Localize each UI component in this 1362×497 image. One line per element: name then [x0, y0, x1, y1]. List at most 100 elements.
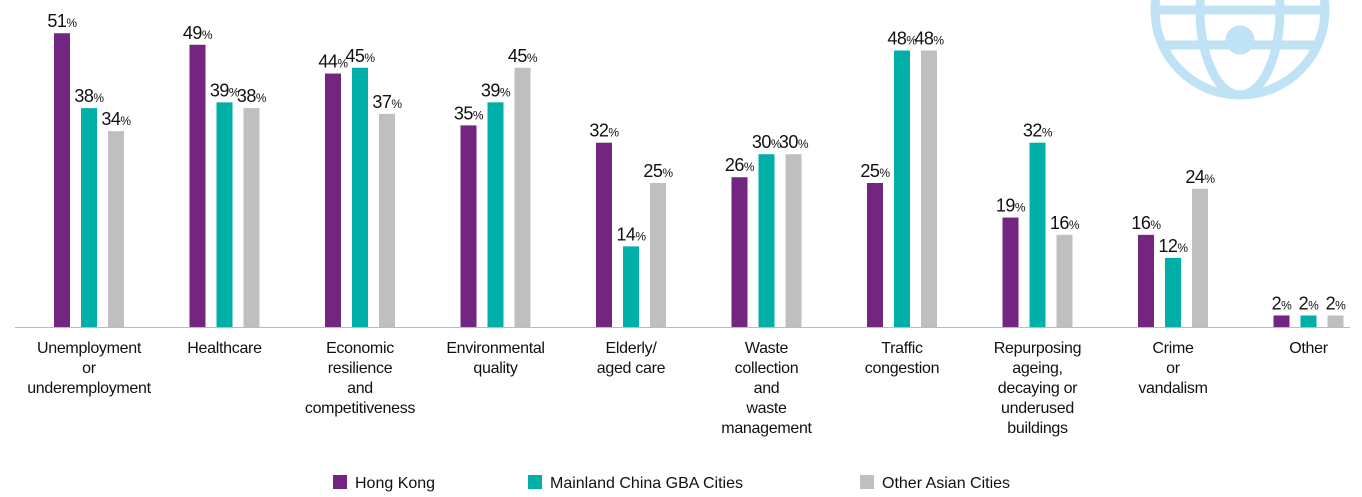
value-unit: % [1042, 126, 1053, 140]
bar [867, 183, 883, 327]
value-number: 39 [481, 80, 501, 100]
legend-label: Hong Kong [355, 475, 435, 492]
value-label: 49% [183, 23, 213, 43]
value-unit: % [1335, 298, 1346, 312]
value-unit: % [66, 16, 77, 30]
x-tick-label: Repurposing ageing, decaying or underused bu… [994, 340, 1081, 437]
value-label: 45% [345, 46, 375, 66]
value-label: 45% [508, 46, 538, 66]
bar [596, 142, 612, 327]
x-tick-line: Healthcare [187, 340, 262, 357]
x-tick-line: quality [473, 360, 517, 377]
value-number: 45 [508, 46, 528, 66]
x-tick-line: Repurposing [994, 340, 1081, 357]
x-tick-line: underused [1001, 400, 1074, 417]
value-number: 26 [725, 155, 745, 175]
value-unit: % [391, 97, 402, 111]
value-unit: % [906, 34, 917, 48]
value-label: 39% [210, 80, 240, 100]
value-unit: % [1204, 172, 1215, 186]
x-tick-label: Unemployment or underemployment [27, 340, 151, 397]
x-tick-line: or [1166, 360, 1181, 377]
bar [1273, 315, 1290, 327]
value-number: 48 [914, 29, 934, 49]
x-tick-line: collection [735, 360, 799, 377]
value-unit: % [337, 57, 348, 71]
value-unit: % [1177, 241, 1188, 255]
value-number: 44 [318, 52, 338, 72]
value-number: 30 [779, 132, 799, 152]
value-label: 14% [616, 224, 646, 244]
x-tick-line: management [721, 420, 812, 437]
x-tick-line: Elderly/ [606, 340, 658, 357]
bar [785, 154, 802, 327]
value-label: 39% [481, 80, 511, 100]
legend-swatch [333, 475, 347, 489]
value-number: 38 [237, 86, 257, 106]
value-label: 48% [914, 29, 944, 49]
value-number: 2 [1272, 293, 1282, 313]
value-unit: % [798, 137, 809, 151]
value-label: 2% [1326, 293, 1347, 313]
bar [921, 50, 937, 328]
value-label: 19% [996, 196, 1026, 216]
value-unit: % [635, 229, 646, 243]
value-label: 48% [887, 29, 917, 49]
value-unit: % [93, 91, 104, 105]
x-tick-line: underemployment [27, 380, 151, 397]
value-number: 24 [1185, 167, 1205, 187]
value-number: 48 [887, 29, 907, 49]
value-unit: % [879, 166, 890, 180]
x-tick-line: aged care [597, 360, 666, 377]
value-unit: % [473, 108, 484, 122]
bar [1327, 315, 1344, 327]
bar [1029, 142, 1046, 327]
value-label: 32% [589, 121, 619, 141]
legend-swatch [528, 475, 542, 489]
value-unit: % [527, 51, 538, 65]
value-unit: % [1150, 218, 1161, 232]
x-tick-line: Traffic [881, 340, 923, 357]
x-tick-label: Other [1289, 340, 1328, 357]
value-label: 25% [643, 161, 673, 181]
value-unit: % [120, 114, 131, 128]
value-label: 44% [318, 52, 348, 72]
value-number: 19 [996, 196, 1016, 216]
value-number: 14 [616, 224, 636, 244]
bar [352, 67, 368, 328]
value-unit: % [662, 166, 673, 180]
bar [623, 246, 639, 327]
value-number: 49 [183, 23, 203, 43]
value-label: 24% [1185, 167, 1215, 187]
value-label: 16% [1050, 213, 1080, 233]
value-label: 35% [454, 103, 484, 123]
x-tick-line: and [347, 380, 373, 397]
bar [1192, 188, 1208, 327]
x-tick-line: Unemployment [37, 340, 142, 357]
value-number: 12 [1158, 236, 1178, 256]
bar [81, 108, 97, 328]
x-tick-line: waste [745, 400, 787, 417]
bar [216, 102, 233, 327]
x-tick-label: Elderly/aged care [597, 340, 666, 377]
globe-logo [1150, 0, 1330, 100]
value-label: 25% [860, 161, 890, 181]
x-tick-label: Traffic congestion [865, 340, 939, 377]
x-tick-label: Economic resilience and competitiveness [305, 340, 416, 417]
value-unit: % [1308, 298, 1319, 312]
value-number: 16 [1050, 213, 1070, 233]
value-number: 51 [47, 11, 67, 31]
value-unit: % [933, 34, 944, 48]
x-tick-line: Waste [745, 340, 789, 357]
bar [514, 67, 531, 328]
x-tick-line: and [754, 380, 780, 397]
value-label: 16% [1131, 213, 1161, 233]
bar [1300, 315, 1317, 327]
bar [731, 177, 748, 327]
x-tick-line: Economic [326, 340, 394, 357]
value-label: 34% [101, 109, 131, 129]
x-tick-line: Other [1289, 340, 1328, 357]
x-tick-line: vandalism [1138, 380, 1207, 397]
value-number: 45 [345, 46, 365, 66]
